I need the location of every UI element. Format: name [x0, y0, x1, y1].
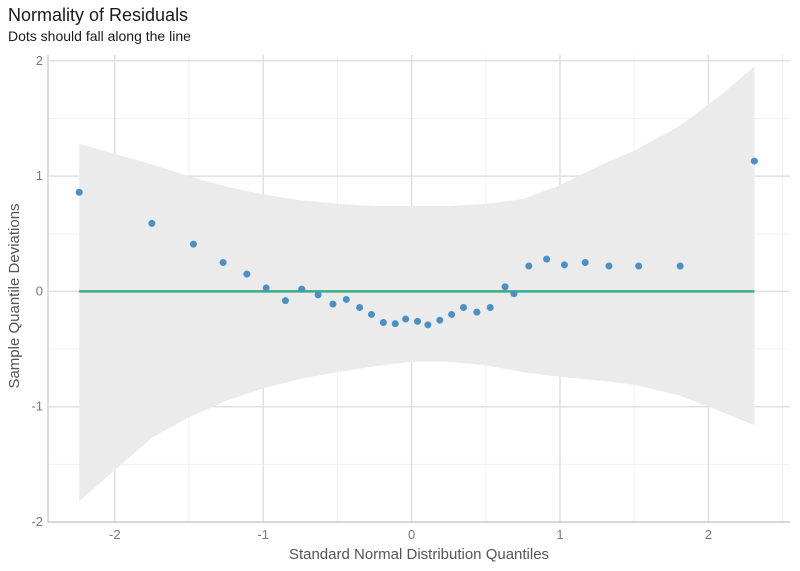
data-point — [148, 219, 156, 227]
data-point — [486, 304, 494, 312]
chart-title: Normality of Residuals — [8, 5, 189, 25]
data-point — [414, 317, 422, 325]
data-point — [560, 261, 568, 269]
data-point — [605, 262, 613, 270]
y-tick-label: -2 — [31, 514, 43, 529]
y-tick-label: -1 — [31, 399, 43, 414]
data-point — [189, 240, 197, 248]
y-tick-label: 2 — [36, 53, 43, 68]
x-tick-label: -1 — [257, 527, 269, 542]
data-point — [281, 297, 289, 305]
data-point — [356, 304, 364, 312]
x-axis-title: Standard Normal Distribution Quantiles — [289, 546, 549, 563]
chart-subtitle: Dots should fall along the line — [8, 28, 191, 44]
data-point — [368, 310, 376, 318]
x-tick-label: -2 — [109, 527, 121, 542]
data-point — [676, 262, 684, 270]
data-point — [243, 270, 251, 278]
data-point — [448, 310, 456, 318]
data-point — [314, 291, 322, 299]
data-point — [501, 283, 509, 291]
confidence-band — [79, 66, 755, 502]
data-point — [262, 284, 270, 292]
data-point — [581, 259, 589, 267]
data-point — [379, 319, 387, 327]
data-point — [402, 315, 410, 323]
x-tick-label: 2 — [705, 527, 712, 542]
data-point — [510, 290, 518, 298]
data-point — [298, 285, 306, 293]
data-point — [342, 295, 350, 303]
y-axis-title: Sample Quantile Deviations — [6, 203, 23, 388]
data-point — [460, 304, 468, 312]
data-point — [329, 300, 337, 308]
x-tick-label: 1 — [556, 527, 563, 542]
data-point — [219, 259, 227, 267]
data-point — [543, 255, 551, 263]
data-point — [473, 308, 481, 316]
y-tick-label: 1 — [36, 168, 43, 183]
x-tick-label: 0 — [408, 527, 415, 542]
data-point — [525, 262, 533, 270]
data-point — [75, 188, 83, 196]
data-point — [436, 316, 444, 324]
y-tick-label: 0 — [36, 283, 43, 298]
data-point — [750, 157, 758, 165]
data-point — [391, 320, 399, 328]
data-point — [635, 262, 643, 270]
data-point — [424, 321, 432, 329]
